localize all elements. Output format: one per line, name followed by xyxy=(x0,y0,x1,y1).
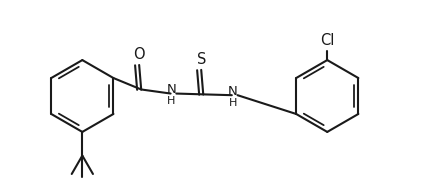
Text: Cl: Cl xyxy=(320,33,335,48)
Text: N: N xyxy=(228,85,238,98)
Text: O: O xyxy=(133,47,145,62)
Text: H: H xyxy=(229,98,237,108)
Text: H: H xyxy=(167,96,175,106)
Text: S: S xyxy=(197,52,206,67)
Text: N: N xyxy=(166,83,176,96)
